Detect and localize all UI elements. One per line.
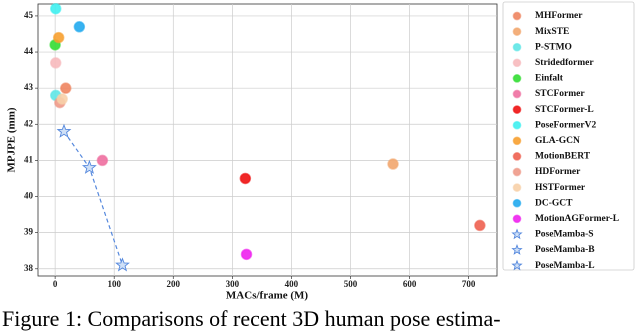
point [49,2,62,15]
legend-label: GLA-GCN [535,136,580,146]
x-tick-label: 600 [403,279,417,289]
legend-label: HSTFormer [535,183,586,193]
point [474,219,486,232]
legend-marker [512,120,522,130]
legend-label: P-STMO [535,42,572,52]
legend-marker [512,58,522,68]
legend-marker [511,228,523,240]
point [240,248,253,261]
y-tick-label: 45 [24,10,34,20]
legend-marker [512,167,522,177]
legend-marker [512,74,522,83]
x-tick-label: 200 [167,279,181,289]
caption: Figure 1: Comparisons of recent 3D human… [2,306,501,331]
point [239,172,252,185]
star-marker [115,257,130,272]
y-tick-label: 39 [24,227,34,237]
point [73,21,86,33]
plot-frame [37,3,498,277]
legend-box [502,1,635,271]
legend-marker [512,42,522,52]
legend-marker [512,89,522,99]
x-tick-label: 400 [285,279,299,289]
grid [38,4,497,276]
y-tick-label: 43 [24,82,34,92]
point [52,31,65,44]
point [387,158,399,170]
legend-label: PoseMamba-L [535,261,595,271]
legend-label: MixSTE [535,27,569,37]
x-tick-label: 100 [107,279,121,289]
legend-marker [511,244,523,255]
legend-label: Einfalt [535,74,564,84]
star-marker [81,159,97,174]
y-tick-label: 41 [24,154,34,164]
legend-label: HDFormer [535,167,581,177]
y-axis-label: MPJPE (mm) [6,107,18,172]
x-axis-label: MACs/frame (M) [226,290,308,302]
legend-marker [512,27,522,36]
y-tick-label: 42 [24,118,34,128]
y-tick-label: 40 [24,191,34,201]
legend-marker [512,152,522,161]
x-tick-label: 700 [462,279,476,289]
legend-label: MotionBERT [535,152,591,162]
point [49,57,62,69]
legend-label: Stridedformer [535,58,594,68]
point [56,93,68,105]
legend-label: PoseMamba-S [535,230,594,240]
legend-label: PoseMamba-B [535,245,595,255]
point [60,82,72,94]
y-tick-label: 44 [24,46,34,56]
legend-label: PoseFormerV2 [535,120,596,130]
legend-marker [512,183,522,192]
legend-marker [512,198,522,208]
point [96,154,109,167]
connector-line [63,131,124,266]
legend-marker [512,136,522,146]
x-tick-label: 500 [344,279,358,289]
legend-label: MHFormer [535,11,583,21]
legend-label: STCFormer-L [535,105,594,115]
legend-label: DC-GCT [535,198,573,208]
y-tick-label: 38 [24,263,34,273]
x-tick-label: 300 [226,279,240,289]
star-marker [56,123,72,138]
legend-label: MotionAGFormer-L [535,214,619,224]
legend-marker [512,214,522,224]
x-tick-label: 0 [53,279,58,289]
legend-marker [512,105,522,114]
legend-marker [512,11,522,21]
legend-marker [511,259,523,271]
legend-label: STCFormer [535,89,585,99]
